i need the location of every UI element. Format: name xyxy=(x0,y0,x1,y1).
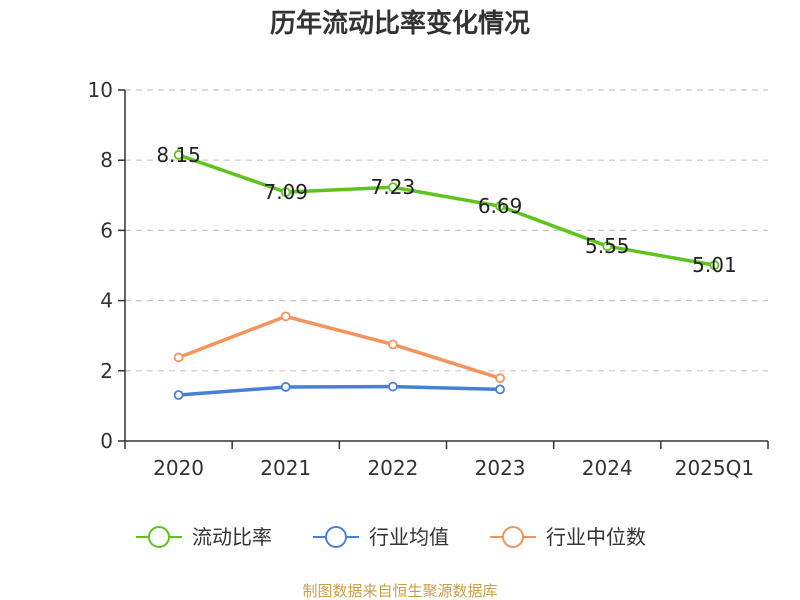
data-point xyxy=(709,260,720,271)
legend-label: 行业均值 xyxy=(369,525,449,549)
chart-title: 历年流动比率变化情况 xyxy=(270,8,530,39)
series-line-2 xyxy=(176,314,502,380)
data-point xyxy=(495,201,505,212)
x-tick-label: 2023 xyxy=(475,456,526,480)
y-tick-label: 4 xyxy=(100,289,113,313)
axes: 0 2 4 6 8 10 2020 2021 2022 2023 2024 2025Q1 xyxy=(88,78,769,480)
data-label: 8.15 xyxy=(156,143,201,167)
data-label: 6.69 xyxy=(478,194,523,218)
series-line-1 xyxy=(176,384,502,397)
source-note: 制图数据来自恒生聚源数据库 xyxy=(302,582,497,600)
data-point xyxy=(280,382,291,392)
data-labels: 8.15 7.09 7.23 6.69 5.55 5.01 xyxy=(156,143,736,277)
data-label: 5.01 xyxy=(692,253,737,277)
data-point xyxy=(280,311,291,322)
x-tick-label: 2020 xyxy=(153,456,204,480)
y-tick-label: 10 xyxy=(88,78,113,102)
series-lines xyxy=(173,150,720,400)
data-point xyxy=(173,390,184,400)
series-line-0 xyxy=(176,153,717,267)
x-tick-label: 2021 xyxy=(260,456,311,480)
y-tick-label: 2 xyxy=(100,359,113,383)
data-point xyxy=(388,182,398,193)
gridlines xyxy=(125,89,768,372)
data-point xyxy=(280,187,291,198)
legend-label: 行业中位数 xyxy=(546,525,646,549)
y-tick-label: 6 xyxy=(100,218,113,242)
data-point xyxy=(388,381,398,392)
legend-label: 流动比率 xyxy=(192,525,272,549)
x-tick-label: 2024 xyxy=(582,456,633,480)
data-label: 5.55 xyxy=(585,234,630,258)
legend-marker xyxy=(325,526,347,548)
data-point xyxy=(388,339,398,350)
y-tick-label: 8 xyxy=(100,148,113,172)
data-label: 7.23 xyxy=(371,175,416,199)
data-label: 7.09 xyxy=(263,180,308,204)
data-point xyxy=(173,150,184,160)
y-tick-label: 0 xyxy=(100,429,113,453)
x-tick-label: 2025Q1 xyxy=(675,456,754,480)
legend-marker xyxy=(148,526,170,548)
legend-marker xyxy=(502,526,524,548)
legend: 流动比率 行业均值 行业中位数 xyxy=(136,525,646,549)
data-point xyxy=(602,241,613,252)
data-point xyxy=(495,384,505,395)
x-tick-label: 2022 xyxy=(367,456,418,480)
data-point xyxy=(173,352,184,363)
data-point xyxy=(495,373,505,384)
